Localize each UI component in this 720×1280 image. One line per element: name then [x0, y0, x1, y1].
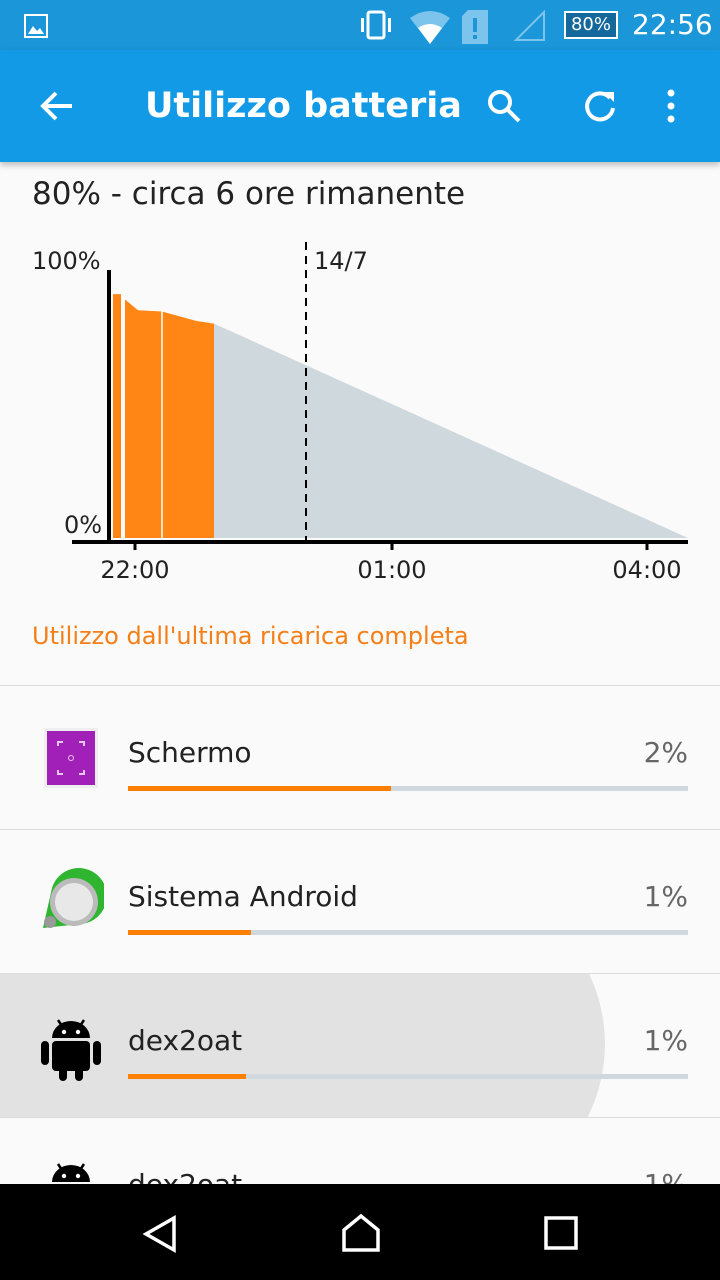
usage-list-item[interactable]: dex2oat 1%: [0, 974, 720, 1118]
wifi-icon: [410, 11, 450, 44]
refresh-icon[interactable]: [582, 88, 618, 124]
date-marker-label: 14/7: [314, 247, 368, 275]
app-name: Sistema Android: [128, 880, 358, 913]
status-bar: 80% 22:56: [0, 0, 720, 50]
usage-bar: [128, 1074, 688, 1079]
prediction-area: [214, 323, 688, 538]
page-title: Utilizzo batteria: [145, 86, 462, 126]
usage-bar-fill: [128, 930, 252, 935]
screen-icon: [38, 722, 104, 794]
android-icon: [38, 1010, 104, 1082]
app-name: Schermo: [128, 736, 252, 769]
sim-alert-icon: [462, 10, 488, 44]
vibrate-icon: [361, 10, 391, 40]
home-icon[interactable]: [340, 1212, 382, 1254]
divider: [0, 1117, 720, 1118]
divider: [0, 685, 720, 686]
app-name: dex2oat: [128, 1024, 243, 1057]
app-bar: Utilizzo batteria: [0, 50, 720, 162]
usage-bar-fill: [128, 1074, 246, 1079]
battery-icon: 80%: [564, 11, 618, 39]
usage-list-item[interactable]: Sistema Android 1%: [0, 830, 720, 974]
history-segment: [113, 294, 121, 538]
usage-list-item[interactable]: Schermo 2%: [0, 686, 720, 830]
usage-bar-fill: [128, 786, 392, 791]
back-icon[interactable]: [140, 1214, 180, 1254]
usage-percent: 1%: [643, 880, 688, 913]
history-area: [113, 294, 214, 538]
more-vert-icon[interactable]: [664, 88, 678, 124]
x-tick-label: 22:00: [100, 556, 169, 584]
usage-percent: 2%: [643, 736, 688, 769]
image-icon: [24, 14, 48, 38]
divider: [0, 829, 720, 830]
usage-bar: [128, 786, 688, 791]
history-segment: [125, 299, 214, 538]
y-tick-label: 100%: [32, 247, 101, 275]
battery-chart: 100% 0% 14/7 22:00 01:00 04:00: [32, 242, 688, 584]
x-tick-label: 04:00: [612, 556, 681, 584]
recents-icon[interactable]: [544, 1216, 578, 1250]
navigation-bar: [0, 1184, 720, 1280]
y-tick-label: 0%: [64, 511, 102, 539]
battery-summary: 80% - circa 6 ore rimanente: [32, 176, 466, 212]
last-charge-label: Utilizzo dall'ultima ricarica completa: [32, 622, 469, 650]
x-tick-label: 01:00: [357, 556, 426, 584]
usage-percent: 1%: [643, 1024, 688, 1057]
divider: [0, 973, 720, 974]
android-system-icon: [38, 866, 107, 938]
back-arrow-icon[interactable]: [38, 88, 74, 124]
usage-bar: [128, 930, 688, 935]
search-icon[interactable]: [486, 88, 522, 124]
signal-icon: [514, 10, 545, 41]
clock: 22:56: [632, 8, 713, 41]
